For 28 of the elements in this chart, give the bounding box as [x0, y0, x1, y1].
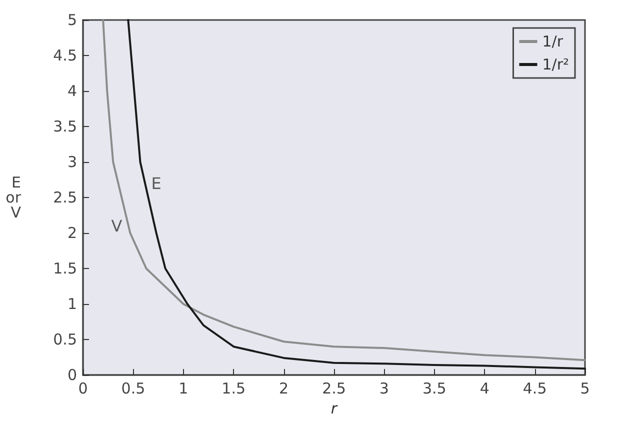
y-tick-label: 4.5 [53, 46, 77, 64]
y-tick-label: 3.5 [53, 118, 77, 136]
x-tick-label: 4 [480, 380, 490, 398]
x-tick-label: 0.5 [121, 380, 146, 398]
x-tick-label: 3 [379, 380, 389, 398]
x-tick-label: 5 [580, 380, 590, 398]
y-tick-label: 1 [67, 295, 77, 313]
y-tick-label: 0.5 [53, 330, 77, 348]
annotation: V [111, 216, 122, 236]
x-axis-title: r [330, 399, 338, 418]
x-tick-label: 0 [78, 380, 88, 398]
y-tick-label: 1.5 [53, 260, 77, 278]
y-tick-label: 2 [67, 224, 77, 242]
x-tick-label: 2 [279, 380, 289, 398]
y-tick-label: 4 [67, 82, 77, 100]
x-tick-label: 4.5 [522, 380, 547, 398]
annotation: E [151, 174, 162, 193]
y-tick-label: 2.5 [53, 188, 77, 206]
x-tick-label: 1 [178, 380, 188, 398]
legend-label: 1/r [542, 32, 564, 50]
y-axis-title: E or V [6, 174, 22, 222]
y-tick-label: 5 [67, 11, 77, 29]
x-tick-label: 3.5 [422, 380, 446, 398]
y-tick-label: 3 [67, 153, 77, 171]
legend-label: 1/r² [542, 56, 570, 74]
x-tick-label: 1.5 [222, 380, 246, 398]
x-tick-label: 2.5 [322, 380, 346, 398]
y-tick-label: 0 [67, 366, 77, 384]
